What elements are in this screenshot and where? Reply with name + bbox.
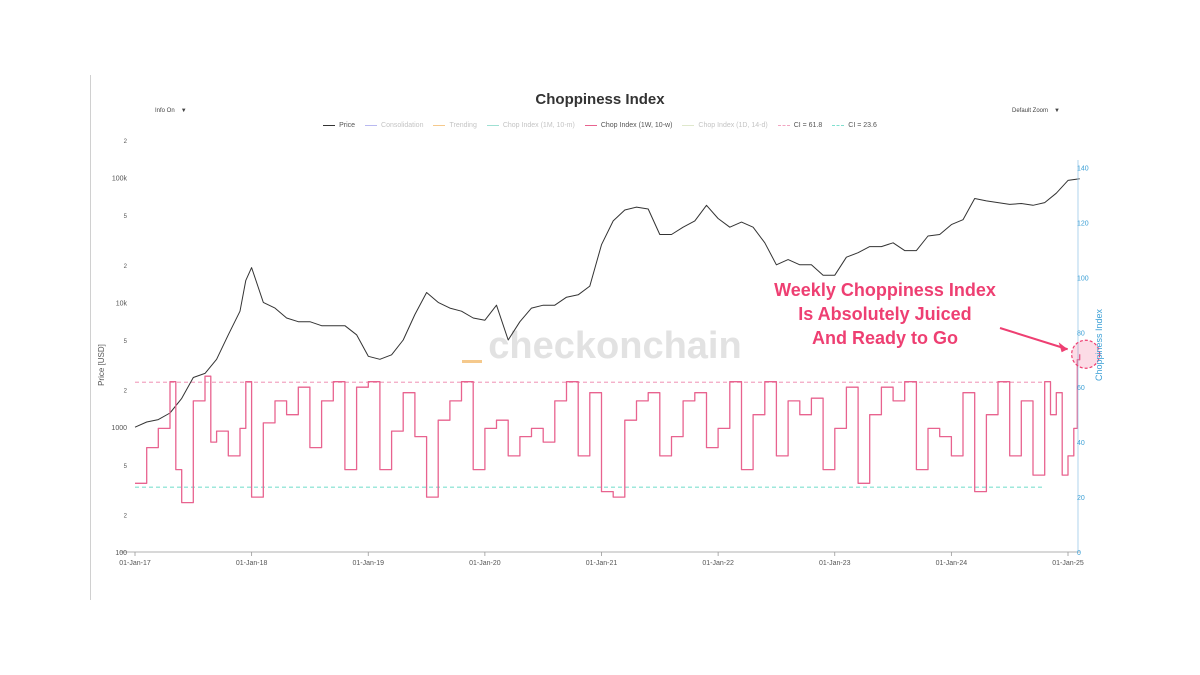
annotation-line: And Ready to Go xyxy=(811,328,958,348)
x-tick-label: 01-Jan-22 xyxy=(702,560,734,567)
x-tick-label: 01-Jan-19 xyxy=(352,560,384,567)
legend-swatch xyxy=(832,125,845,126)
legend-item[interactable]: Price xyxy=(323,122,355,129)
zoom-selector-label: Default Zoom xyxy=(1012,108,1049,114)
x-tick-label: 01-Jan-20 xyxy=(469,560,501,567)
series-line xyxy=(134,178,1080,428)
legend-label: CI = 61.8 xyxy=(793,122,823,129)
y-right-tick-label: 40 xyxy=(1077,440,1085,447)
y-right-tick-label: 140 xyxy=(1077,165,1089,172)
legend-swatch xyxy=(486,125,499,126)
chevron-down-icon: ▼ xyxy=(1054,108,1060,114)
legend-swatch xyxy=(365,125,378,126)
y-right-tick-label: 20 xyxy=(1077,495,1085,502)
x-tick-label: 01-Jan-17 xyxy=(119,560,151,567)
legend-item[interactable]: CI = 23.6 xyxy=(832,122,877,129)
y-right-axis-label: Choppiness Index xyxy=(1094,308,1104,381)
y-left-tick-label: 10k xyxy=(116,300,128,307)
y-right-tick-label: 100 xyxy=(1077,275,1089,282)
y-left-tick-label: 5 xyxy=(124,214,128,220)
x-tick-label: 01-Jan-23 xyxy=(819,560,851,567)
y-left-tick-label: 5 xyxy=(124,339,128,345)
y-right-tick-label: 0 xyxy=(1077,550,1081,557)
y-right-tick-label: 60 xyxy=(1077,385,1085,392)
legend-label: Chop Index (1M, 10-m) xyxy=(502,122,575,129)
legend-item[interactable]: Chop Index (1D, 14-d) xyxy=(682,122,768,129)
legend-item[interactable]: CI = 61.8 xyxy=(777,122,823,129)
legend-swatch xyxy=(584,125,597,126)
x-tick-label: 01-Jan-18 xyxy=(236,560,268,567)
legend-label: Chop Index (1W, 10-w) xyxy=(600,122,673,129)
series-line xyxy=(135,354,1081,504)
legend-label: Price xyxy=(339,122,356,129)
y-left-axis-label: Price [USD] xyxy=(97,344,106,386)
y-left-tick-label: 5 xyxy=(124,464,128,470)
frame-divider xyxy=(90,75,91,600)
legend-label: Trending xyxy=(449,122,477,129)
info-toggle[interactable]: Info On ▼ xyxy=(155,108,187,114)
annotation-line: Is Absolutely Juiced xyxy=(798,304,972,324)
y-left-tick-label: 2 xyxy=(124,389,128,395)
legend-swatch xyxy=(682,125,695,126)
chevron-down-icon: ▼ xyxy=(180,108,187,114)
x-tick-label: 01-Jan-25 xyxy=(1052,560,1084,567)
annotation-callout: Weekly Choppiness Index Is Absolutely Ju… xyxy=(740,278,1030,350)
highlight-circle xyxy=(1071,339,1101,369)
zoom-selector[interactable]: Default Zoom ▼ xyxy=(1012,108,1060,114)
y-right-tick-label: 80 xyxy=(1077,330,1085,337)
y-left-tick-label: 2 xyxy=(124,513,128,519)
info-toggle-label: Info On xyxy=(155,108,175,114)
watermark: checkonchain xyxy=(488,325,741,367)
arrow-head xyxy=(1058,342,1068,353)
y-left-tick-label: 100k xyxy=(112,176,128,183)
legend-swatch xyxy=(323,125,336,126)
legend-label: CI = 23.6 xyxy=(848,122,877,129)
legend-label: Chop Index (1D, 14-d) xyxy=(698,122,768,129)
x-tick-label: 01-Jan-21 xyxy=(586,560,618,567)
legend-swatch xyxy=(433,125,446,126)
legend-item[interactable]: Consolidation xyxy=(365,122,423,129)
x-tick-label: 01-Jan-24 xyxy=(936,560,968,567)
chart-legend: Price Consolidation Trending Chop Index (1M… xyxy=(0,122,1200,129)
legend-item[interactable]: Chop Index (1W, 10-w) xyxy=(584,122,673,129)
y-right-tick-label: 120 xyxy=(1077,220,1089,227)
y-left-tick-label: 2 xyxy=(124,139,128,145)
legend-item[interactable]: Trending xyxy=(433,122,477,129)
legend-label: Consolidation xyxy=(381,122,424,129)
legend-swatch xyxy=(777,125,790,126)
y-left-tick-label: 1000 xyxy=(111,425,127,432)
y-left-tick-label: 2 xyxy=(124,264,128,270)
annotation-line: Weekly Choppiness Index xyxy=(774,280,996,300)
legend-item[interactable]: Chop Index (1M, 10-m) xyxy=(486,122,575,129)
trending-mark xyxy=(462,360,482,363)
annotation-arrow xyxy=(999,327,1068,351)
y-left-tick-label: 100 xyxy=(115,550,127,557)
chart-title: Choppiness Index xyxy=(535,91,665,108)
